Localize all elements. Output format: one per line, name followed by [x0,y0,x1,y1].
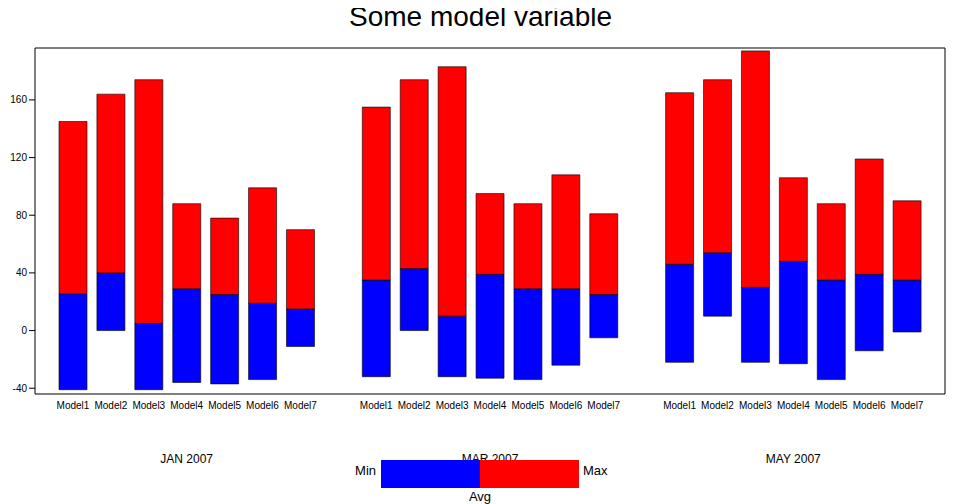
svg-text:JAN 2007: JAN 2007 [160,452,213,466]
svg-text:MAY 2007: MAY 2007 [766,452,821,466]
svg-text:Model1: Model1 [360,400,393,411]
svg-text:Model5: Model5 [815,400,848,411]
svg-text:Model2: Model2 [701,400,734,411]
svg-text:Model3: Model3 [132,400,165,411]
svg-text:160: 160 [10,94,27,105]
html-text:Some model variable: Some model variable [349,1,612,32]
svg-text:Model3: Model3 [739,400,772,411]
svg-text:Model5: Model5 [208,400,241,411]
svg-text:Model6: Model6 [549,400,582,411]
html-text:Max: Max [583,463,608,478]
svg-text:MAR 2007: MAR 2007 [461,451,519,466]
svg-text:-40: -40 [13,383,28,394]
svg-text:Model1: Model1 [57,400,90,411]
svg-text:Model4: Model4 [170,400,203,411]
svg-text:0: 0 [21,325,27,336]
html-text:Min: Min [355,463,376,478]
svg-text:Model2: Model2 [398,400,431,411]
svg-text:120: 120 [10,152,27,163]
svg-text:Model6: Model6 [853,400,886,411]
svg-text:Model1: Model1 [663,400,696,411]
svg-text:Model6: Model6 [246,400,279,411]
svg-text:Model3: Model3 [436,400,469,411]
svg-text:Model4: Model4 [474,400,507,411]
svg-text:Model7: Model7 [587,400,620,411]
svg-text:Model7: Model7 [891,400,924,411]
svg-text:40: 40 [16,267,28,278]
svg-text:Model5: Model5 [512,400,545,411]
svg-text:Model2: Model2 [94,400,127,411]
svg-text:80: 80 [16,210,28,221]
html-text:Avg: Avg [468,489,492,504]
svg-text:Model7: Model7 [284,400,317,411]
svg-text:Model4: Model4 [777,400,810,411]
